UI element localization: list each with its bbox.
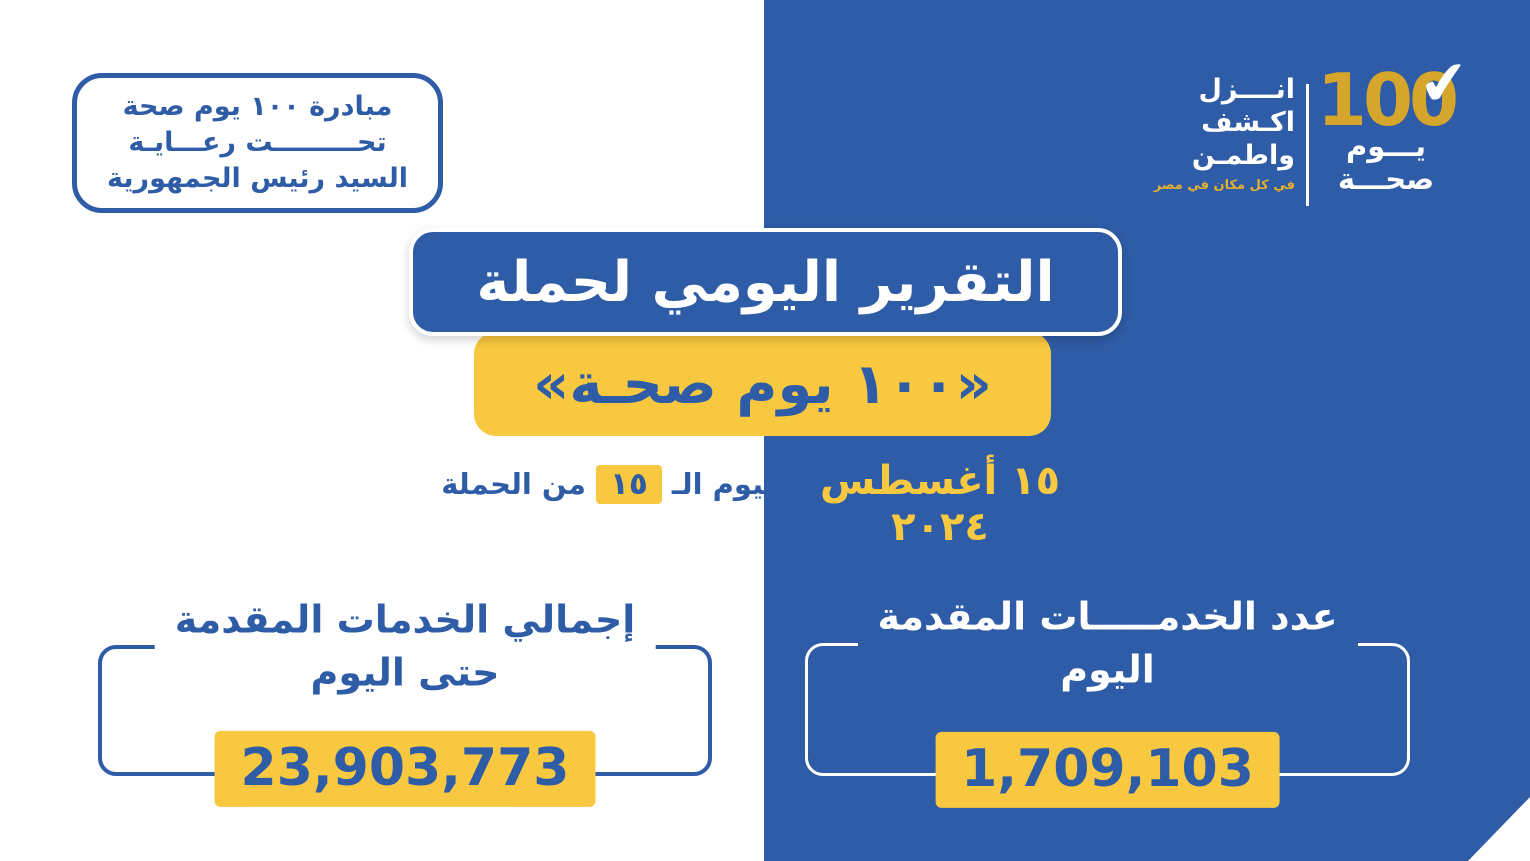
slogan-line1: انــــزل xyxy=(1198,74,1295,105)
stat-total-label-line2: حتى اليوم xyxy=(310,650,500,695)
subtitle-text: «١٠٠ يوم صحـة» xyxy=(533,351,992,417)
stat-total-label: إجمالي الخدمات المقدمة حتى اليوم xyxy=(154,593,656,701)
checkmark-icon: ✔ xyxy=(1415,46,1469,122)
day-suffix: من الحملة xyxy=(441,467,586,501)
report-date-text: ١٥ أغسطس ٢٠٢٤ xyxy=(820,458,1060,550)
stat-total-value: 23,903,773 xyxy=(214,731,596,807)
initiative-line1: مبادرة ١٠٠ يوم صحة xyxy=(122,91,393,123)
logo-divider xyxy=(1306,84,1309,206)
main-title-text: التقرير اليومي لحملة xyxy=(476,249,1055,315)
initiative-line2: تحـــــــــت رعـــايـة xyxy=(128,127,387,159)
day-number-badge: ١٥ xyxy=(595,464,662,504)
stat-total-services: إجمالي الخدمات المقدمة حتى اليوم 23,903,… xyxy=(98,593,712,807)
campaign-logo: 100 ✔ يـــوم صحـــة انــــزل اكـشف واطمـ… xyxy=(1153,47,1469,222)
report-date: ١٥ أغسطس ٢٠٢٤ xyxy=(775,458,1105,550)
stat-today-label-line1: عدد الخدمـــــات المقدمة xyxy=(877,594,1338,639)
initiative-line3: السيد رئيس الجمهورية xyxy=(107,162,408,194)
stat-today-services: عدد الخدمـــــات المقدمة اليوم 1,709,103 xyxy=(805,590,1410,808)
logo-100-mark: 100 ✔ يـــوم صحـــة xyxy=(1311,47,1469,196)
stat-today-label: عدد الخدمـــــات المقدمة اليوم xyxy=(857,590,1358,698)
logo-word-seha: صحـــة xyxy=(1337,161,1435,196)
logo-word-youm: يـــوم xyxy=(1345,129,1427,164)
stat-today-value: 1,709,103 xyxy=(935,732,1280,808)
logo-100-digits: 100 xyxy=(1316,58,1459,142)
initiative-badge: مبادرة ١٠٠ يوم صحة تحـــــــــت رعـــايـ… xyxy=(72,73,443,213)
slogan-line2: اكـشف xyxy=(1201,106,1295,138)
logo-100-number: 100 ✔ xyxy=(1317,47,1469,136)
subtitle-box: «١٠٠ يوم صحـة» xyxy=(474,332,1051,436)
stat-total-label-line1: إجمالي الخدمات المقدمة xyxy=(174,597,636,642)
logo-tagline: في كل مكان في مصر xyxy=(1153,177,1295,193)
day-prefix: اليوم الـ xyxy=(671,467,785,501)
logo-slogan: انــــزل اكـشف واطمـن في كل مكان في مصر xyxy=(1153,74,1295,194)
stat-today-label-line2: اليوم xyxy=(1060,647,1155,692)
slogan-line3: واطمـن xyxy=(1191,139,1295,171)
main-title-box: التقرير اليومي لحملة xyxy=(409,228,1122,336)
campaign-day-counter: اليوم الـ ١٥ من الحملة xyxy=(441,456,785,512)
